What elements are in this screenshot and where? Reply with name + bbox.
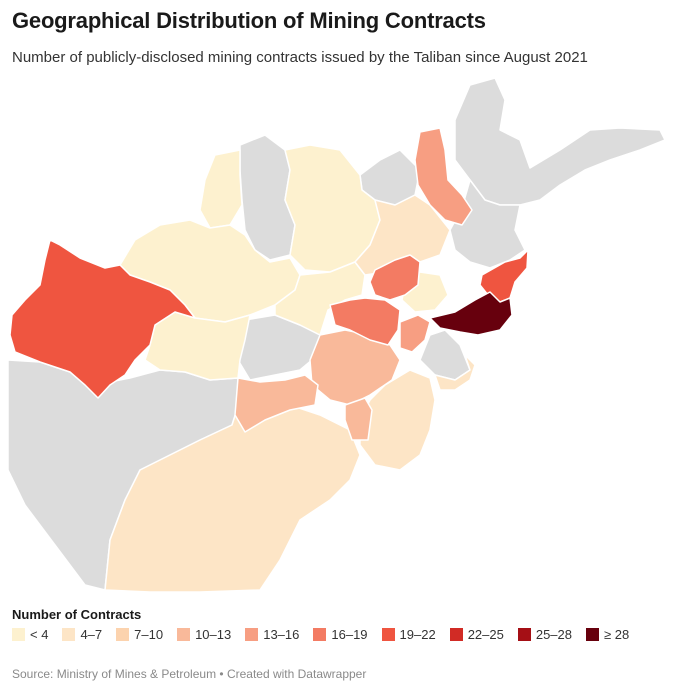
legend-item: 10–13 bbox=[177, 627, 231, 642]
region-uruzgan[interactable] bbox=[234, 374, 319, 433]
legend-item: 4–7 bbox=[62, 627, 102, 642]
region-herat[interactable] bbox=[9, 239, 196, 399]
legend-item: 13–16 bbox=[245, 627, 299, 642]
region-jawzjan[interactable] bbox=[199, 149, 243, 229]
legend-swatch bbox=[12, 628, 25, 641]
legend-label: 25–28 bbox=[535, 627, 572, 642]
legend-swatch bbox=[313, 628, 327, 641]
legend-swatch bbox=[449, 628, 463, 641]
legend-title: Number of Contracts bbox=[12, 607, 142, 622]
region-takhar[interactable] bbox=[414, 127, 473, 226]
region-parwan-kapisa[interactable] bbox=[369, 254, 421, 301]
legend-item: 7–10 bbox=[116, 627, 163, 642]
map-legend: < 4 4–7 7–10 10–13 13–16 16–19 19–22 22–25 25–28… bbox=[12, 627, 629, 642]
legend-item: 16–19 bbox=[313, 627, 368, 642]
legend-label: ≥ 28 bbox=[604, 627, 630, 642]
legend-swatch bbox=[245, 628, 259, 641]
region-ghor[interactable] bbox=[144, 311, 251, 381]
legend-label: 16–19 bbox=[331, 627, 368, 642]
region-nuristan-badakhshan-east[interactable] bbox=[454, 77, 666, 206]
legend-item: 25–28 bbox=[517, 627, 572, 642]
legend-label: 4–7 bbox=[80, 627, 103, 642]
legend-label: 10–13 bbox=[195, 627, 232, 642]
legend-label: 19–22 bbox=[399, 627, 436, 642]
legend-item: < 4 bbox=[12, 627, 48, 642]
legend-item: 22–25 bbox=[449, 627, 504, 642]
legend-swatch bbox=[62, 628, 76, 641]
legend-swatch bbox=[116, 628, 130, 641]
region-zabul[interactable] bbox=[344, 397, 373, 441]
legend-swatch bbox=[177, 628, 191, 641]
legend-item: 19–22 bbox=[381, 627, 436, 642]
map-svg bbox=[7, 77, 666, 593]
page-subtitle: Number of publicly-disclosed mining cont… bbox=[12, 49, 588, 66]
legend-label: 22–25 bbox=[467, 627, 504, 642]
region-kunar[interactable] bbox=[479, 249, 529, 303]
legend-label: < 4 bbox=[30, 627, 49, 642]
legend-swatch bbox=[517, 628, 531, 641]
legend-label: 13–16 bbox=[263, 627, 300, 642]
region-laghman[interactable] bbox=[399, 314, 431, 353]
region-kunar-grey[interactable] bbox=[419, 329, 471, 381]
legend-swatch bbox=[586, 628, 599, 641]
legend-item: ≥ 28 bbox=[586, 627, 629, 642]
region-southern-region[interactable] bbox=[104, 394, 361, 593]
region-nangarhar[interactable] bbox=[429, 291, 513, 336]
region-nangarhar-east[interactable] bbox=[434, 354, 476, 391]
source-note: Source: Ministry of Mines & Petroleum • … bbox=[12, 667, 367, 681]
region-ghazni-paktika[interactable] bbox=[359, 369, 436, 471]
page-title: Geographical Distribution of Mining Cont… bbox=[12, 8, 486, 33]
choropleth-map bbox=[0, 70, 680, 600]
legend-label: 7–10 bbox=[134, 627, 164, 642]
region-maidan[interactable] bbox=[329, 297, 401, 346]
legend-swatch bbox=[381, 628, 395, 641]
